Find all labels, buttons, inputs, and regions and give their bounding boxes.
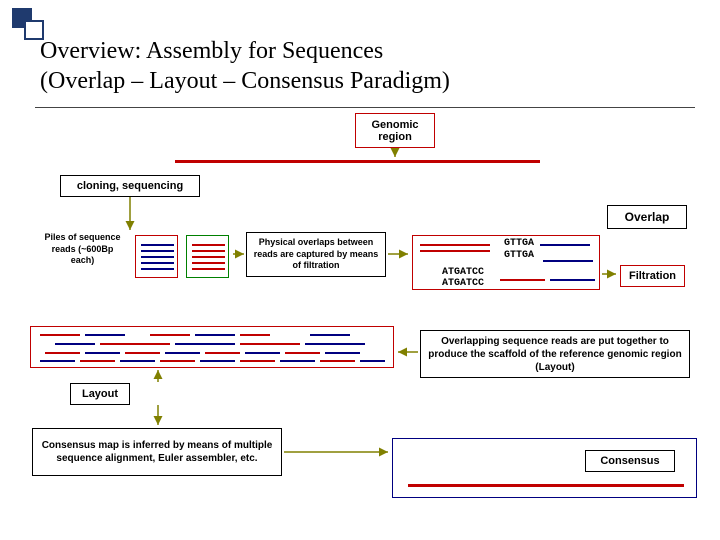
- corner-square-hollow: [24, 20, 44, 40]
- pile-block-1: [135, 235, 178, 278]
- page-title-line1: Overview: Assembly for Sequences: [40, 38, 383, 65]
- overlapping-desc-text: Overlapping sequence reads are put toget…: [425, 335, 685, 374]
- consensus-label-box: Consensus: [585, 450, 675, 472]
- dna-seg: [500, 279, 545, 281]
- cloning-box: cloning, sequencing: [60, 175, 200, 197]
- consensus-bar: [408, 484, 684, 487]
- dna-label: ATGATCC: [442, 278, 484, 289]
- cloning-label: cloning, sequencing: [77, 180, 183, 192]
- piles-desc-text: Piles of sequence reads (~600Bp each): [44, 232, 120, 265]
- consensus-label: Consensus: [600, 455, 659, 467]
- genomic-region-box: Genomic region: [355, 113, 435, 148]
- physical-overlaps-box: Physical overlaps between reads are capt…: [246, 232, 386, 277]
- genomic-bar: [175, 160, 540, 163]
- pile-block-2: [186, 235, 229, 278]
- genomic-region-label: Genomic region: [356, 119, 434, 143]
- page-title-line2: (Overlap – Layout – Consensus Paradigm): [40, 68, 450, 95]
- filtration-box: Filtration: [620, 265, 685, 287]
- dna-label: GTTGA: [504, 250, 534, 261]
- overlap-label: Overlap: [625, 210, 670, 224]
- dna-seg: [420, 250, 490, 252]
- physical-overlaps-text: Physical overlaps between reads are capt…: [251, 237, 381, 272]
- dna-seg: [550, 279, 595, 281]
- dna-label: ATGATCC: [442, 267, 484, 278]
- layout-label: Layout: [82, 388, 118, 400]
- overlap-box: Overlap: [607, 205, 687, 229]
- dna-label: GTTGA: [504, 238, 534, 249]
- consensus-desc-box: Consensus map is inferred by means of mu…: [32, 428, 282, 476]
- consensus-desc-text: Consensus map is inferred by means of mu…: [37, 439, 277, 465]
- piles-desc: Piles of sequence reads (~600Bp each): [40, 232, 125, 267]
- dna-seg: [420, 244, 490, 246]
- dna-seg: [540, 244, 590, 246]
- dna-seg: [543, 260, 593, 262]
- overlapping-desc-box: Overlapping sequence reads are put toget…: [420, 330, 690, 378]
- layout-label-box: Layout: [70, 383, 130, 405]
- layout-scaffold-segs: [30, 326, 394, 368]
- title-underline: [35, 107, 695, 108]
- filtration-label: Filtration: [629, 270, 676, 282]
